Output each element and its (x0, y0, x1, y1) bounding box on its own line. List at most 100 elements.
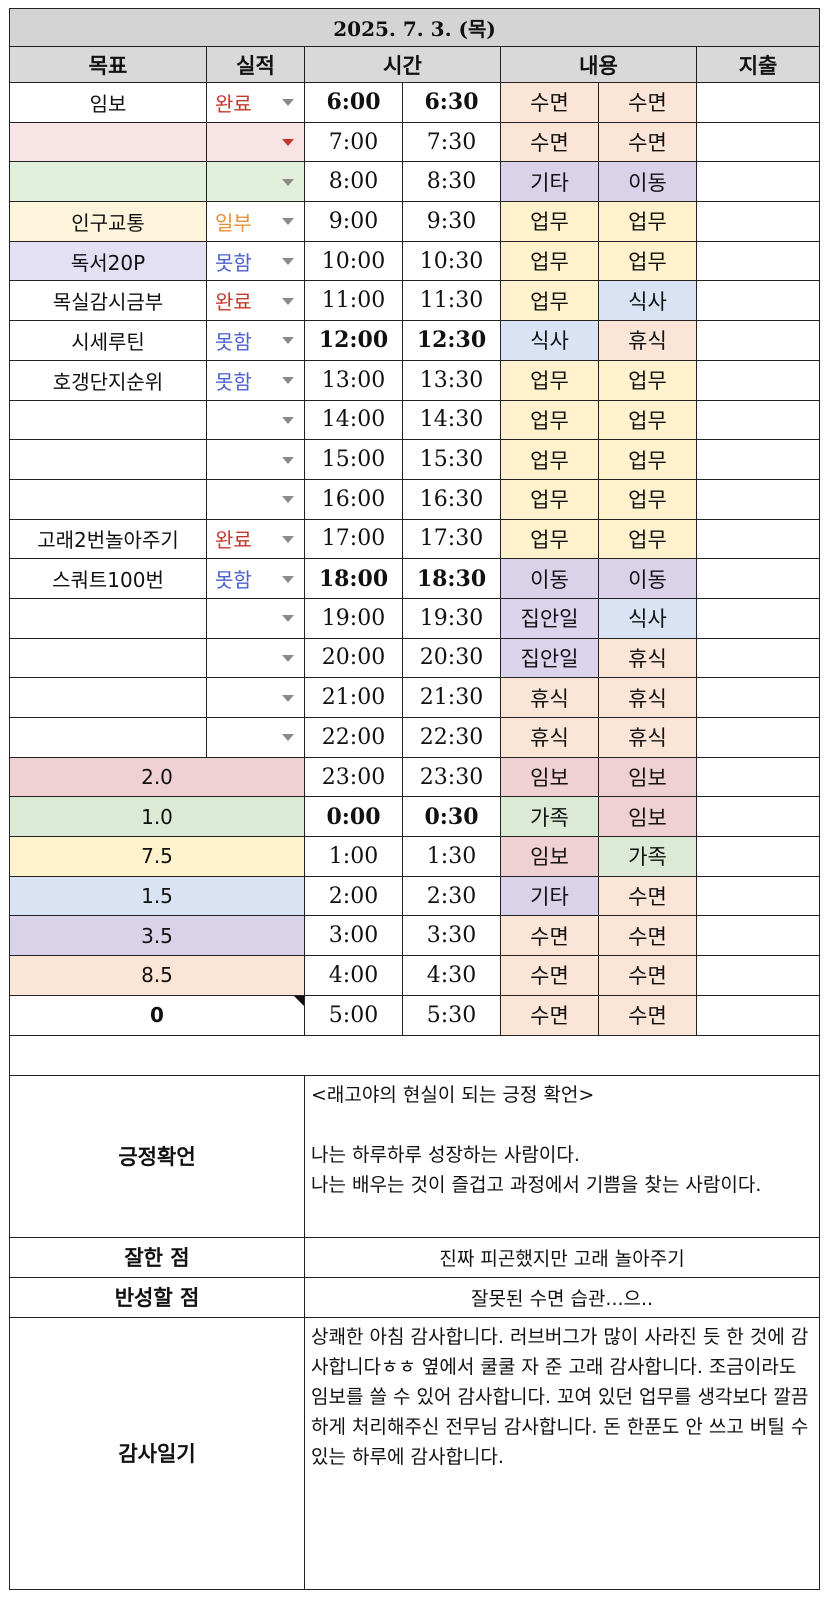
goal-cell[interactable]: 독서20P (9, 240, 207, 282)
activity-cell[interactable]: 수면 (500, 994, 599, 1036)
time-half-cell[interactable]: 16:30 (402, 478, 501, 520)
expense-cell[interactable] (695, 359, 821, 401)
time-start-cell[interactable]: 19:00 (304, 597, 403, 639)
activity-cell[interactable]: 휴식 (598, 320, 697, 361)
goal-cell[interactable]: 시세루틴 (9, 320, 207, 361)
activity-cell[interactable]: 업무 (500, 399, 599, 441)
expense-cell[interactable] (695, 677, 821, 718)
activity-cell[interactable]: 업무 (500, 439, 599, 480)
dropdown-arrow-icon[interactable] (282, 337, 294, 345)
expense-cell[interactable] (695, 280, 821, 322)
affirmation-cell[interactable]: <래고야의 현실이 되는 긍정 확언> 나는 하루하루 성장하는 사람이다. 나… (303, 1074, 821, 1238)
activity-cell[interactable]: 식사 (500, 320, 599, 361)
dropdown-arrow-icon[interactable] (282, 139, 294, 147)
activity-cell[interactable]: 임보 (598, 796, 697, 838)
goal-cell[interactable] (9, 121, 207, 163)
goal-cell[interactable] (9, 399, 207, 441)
reflection-label[interactable]: 반성할 점 (9, 1276, 305, 1318)
expense-cell[interactable] (695, 836, 821, 877)
activity-cell[interactable]: 업무 (598, 240, 697, 282)
good-point-label[interactable]: 잘한 점 (9, 1236, 305, 1278)
activity-cell[interactable]: 가족 (500, 796, 599, 838)
time-half-cell[interactable]: 8:30 (402, 161, 501, 203)
time-start-cell[interactable]: 8:00 (304, 161, 403, 203)
expense-cell[interactable] (695, 796, 821, 838)
expense-cell[interactable] (695, 399, 821, 441)
result-dropdown[interactable]: 완료 (206, 280, 305, 322)
goal-cell[interactable]: 스쿼트100번 (9, 558, 207, 599)
time-half-cell[interactable]: 21:30 (402, 677, 501, 718)
activity-cell[interactable]: 업무 (500, 201, 599, 242)
activity-cell[interactable]: 수면 (598, 121, 697, 163)
result-dropdown[interactable]: 못함 (206, 240, 305, 282)
expense-cell[interactable] (695, 637, 821, 679)
activity-cell[interactable]: 수면 (500, 82, 599, 123)
activity-cell[interactable]: 임보 (500, 836, 599, 877)
activity-cell[interactable]: 수면 (500, 915, 599, 957)
category-total-cell[interactable]: 7.5 (9, 836, 305, 877)
activity-cell[interactable]: 수면 (598, 955, 697, 996)
activity-cell[interactable]: 업무 (598, 399, 697, 441)
result-dropdown[interactable] (206, 478, 305, 520)
category-total-cell[interactable]: 1.5 (9, 875, 305, 917)
activity-cell[interactable]: 업무 (500, 240, 599, 282)
dropdown-arrow-icon[interactable] (282, 297, 294, 305)
activity-cell[interactable]: 수면 (500, 121, 599, 163)
time-half-cell[interactable]: 7:30 (402, 121, 501, 163)
goal-cell[interactable]: 목실감시금부 (9, 280, 207, 322)
activity-cell[interactable]: 업무 (598, 518, 697, 560)
expense-cell[interactable] (695, 201, 821, 242)
time-half-cell[interactable]: 12:30 (402, 320, 501, 361)
gratitude-label[interactable]: 감사일기 (9, 1316, 305, 1590)
expense-cell[interactable] (695, 915, 821, 957)
result-dropdown[interactable]: 완료 (206, 82, 305, 123)
time-start-cell[interactable]: 11:00 (304, 280, 403, 322)
activity-cell[interactable]: 임보 (500, 756, 599, 798)
activity-cell[interactable]: 임보 (598, 756, 697, 798)
activity-cell[interactable]: 수면 (500, 955, 599, 996)
time-start-cell[interactable]: 22:00 (304, 717, 403, 758)
dropdown-arrow-icon[interactable] (282, 694, 294, 702)
goal-cell[interactable] (9, 677, 207, 718)
time-half-cell[interactable]: 9:30 (402, 201, 501, 242)
time-half-cell[interactable]: 0:30 (402, 796, 501, 838)
time-start-cell[interactable]: 15:00 (304, 439, 403, 480)
time-start-cell[interactable]: 2:00 (304, 875, 403, 917)
time-start-cell[interactable]: 6:00 (304, 82, 403, 123)
goal-cell[interactable] (9, 439, 207, 480)
activity-cell[interactable]: 업무 (500, 280, 599, 322)
goal-cell[interactable] (9, 637, 207, 679)
goal-cell[interactable]: 호갱단지순위 (9, 359, 207, 401)
result-dropdown[interactable]: 못함 (206, 359, 305, 401)
time-half-cell[interactable]: 6:30 (402, 82, 501, 123)
time-half-cell[interactable]: 11:30 (402, 280, 501, 322)
goal-cell[interactable]: 임보 (9, 82, 207, 123)
dropdown-arrow-icon[interactable] (282, 615, 294, 623)
time-half-cell[interactable]: 1:30 (402, 836, 501, 877)
activity-cell[interactable]: 휴식 (500, 717, 599, 758)
time-start-cell[interactable]: 12:00 (304, 320, 403, 361)
time-half-cell[interactable]: 15:30 (402, 439, 501, 480)
dropdown-arrow-icon[interactable] (282, 734, 294, 742)
expense-cell[interactable] (695, 240, 821, 282)
expense-cell[interactable] (695, 82, 821, 123)
activity-cell[interactable]: 가족 (598, 836, 697, 877)
activity-cell[interactable]: 수면 (598, 994, 697, 1036)
expense-cell[interactable] (695, 518, 821, 560)
activity-cell[interactable]: 업무 (598, 439, 697, 480)
result-dropdown[interactable] (206, 439, 305, 480)
time-start-cell[interactable]: 21:00 (304, 677, 403, 718)
activity-cell[interactable]: 집안일 (500, 597, 599, 639)
result-dropdown[interactable] (206, 717, 305, 758)
activity-cell[interactable]: 수면 (598, 875, 697, 917)
goal-cell[interactable]: 고래2번놀아주기 (9, 518, 207, 560)
activity-cell[interactable]: 휴식 (598, 637, 697, 679)
time-half-cell[interactable]: 13:30 (402, 359, 501, 401)
time-start-cell[interactable]: 16:00 (304, 478, 403, 520)
result-dropdown[interactable] (206, 597, 305, 639)
result-dropdown[interactable]: 못함 (206, 320, 305, 361)
header-time[interactable]: 시간 (304, 46, 501, 83)
category-total-cell[interactable]: 8.5 (9, 955, 305, 996)
time-half-cell[interactable]: 3:30 (402, 915, 501, 957)
dropdown-arrow-icon[interactable] (282, 178, 294, 186)
